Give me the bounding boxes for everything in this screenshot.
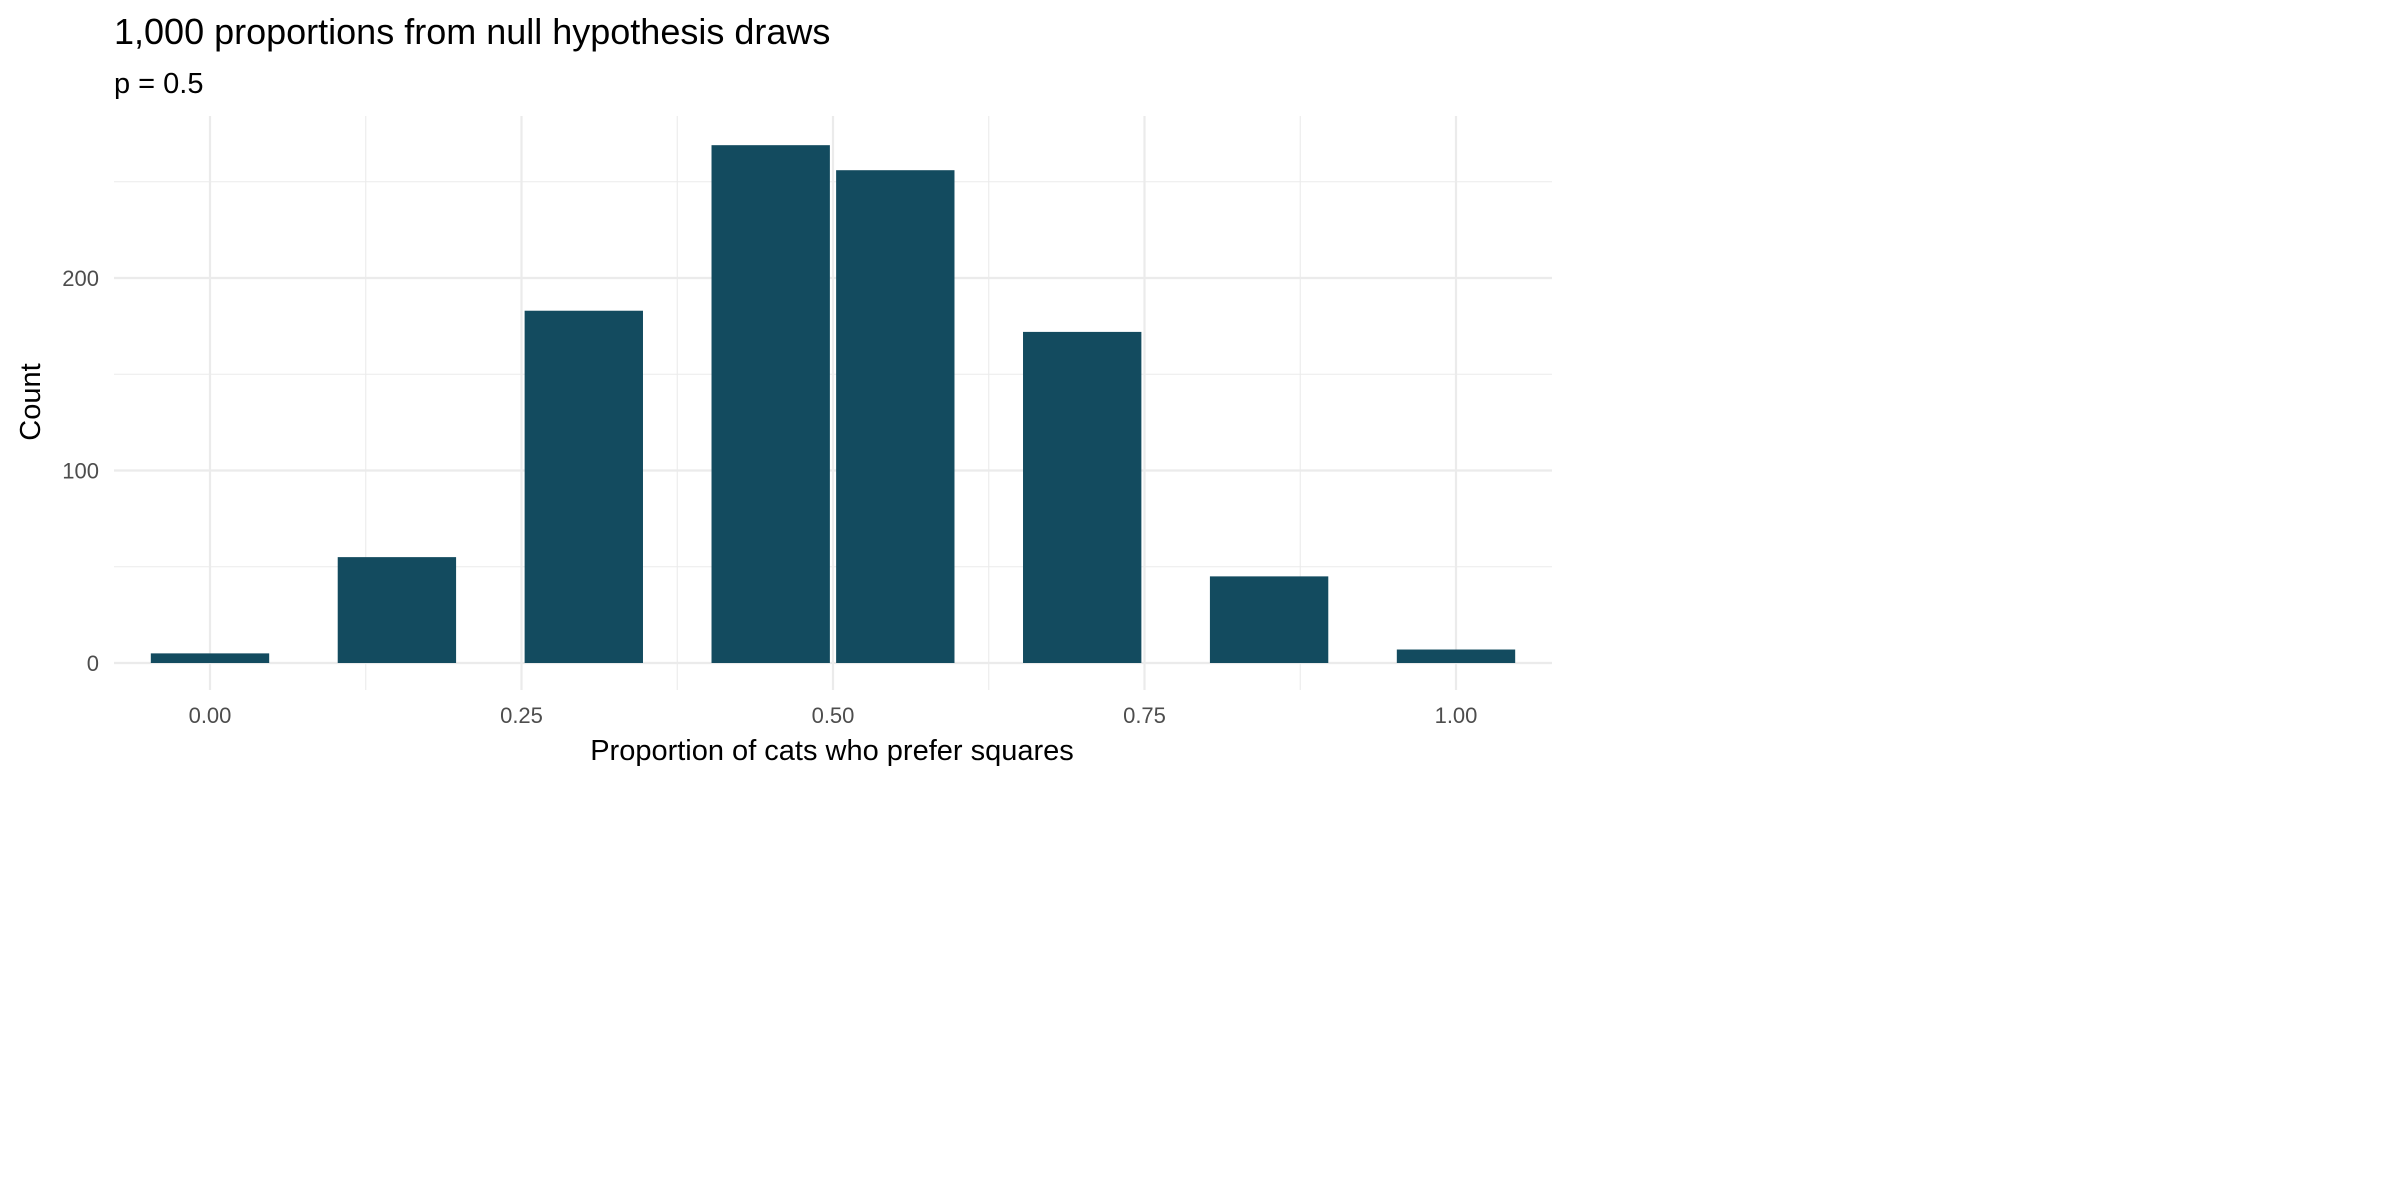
histogram-bar: [1023, 331, 1142, 663]
histogram-bar: [836, 170, 955, 663]
histogram-bar: [711, 145, 830, 664]
y-tick-label: 200: [62, 266, 99, 291]
histogram-bar: [524, 310, 643, 663]
bars: [150, 145, 1516, 664]
histogram-chart: 1,000 proportions from null hypothesis d…: [15, 11, 1552, 767]
histogram-bar: [150, 653, 270, 663]
histogram-bar: [1209, 576, 1329, 663]
x-tick-label: 0.25: [500, 703, 543, 728]
y-axis-tick-labels: 0 100 200: [62, 266, 99, 676]
y-tick-label: 0: [87, 651, 99, 676]
x-tick-label: 1.00: [1435, 703, 1478, 728]
x-tick-label: 0.75: [1123, 703, 1166, 728]
grid-lines: [114, 116, 1552, 690]
histogram-bar: [337, 557, 457, 663]
y-tick-label: 100: [62, 459, 99, 484]
x-axis-title: Proportion of cats who prefer squares: [590, 735, 1074, 767]
chart-subtitle: p = 0.5: [114, 68, 204, 100]
histogram-bar: [1396, 649, 1516, 663]
x-axis-tick-labels: 0.00 0.25 0.50 0.75 1.00: [189, 703, 1478, 728]
x-tick-label: 0.50: [812, 703, 855, 728]
chart-title: 1,000 proportions from null hypothesis d…: [114, 11, 830, 52]
x-tick-label: 0.00: [189, 703, 232, 728]
y-axis-title: Count: [15, 363, 47, 440]
